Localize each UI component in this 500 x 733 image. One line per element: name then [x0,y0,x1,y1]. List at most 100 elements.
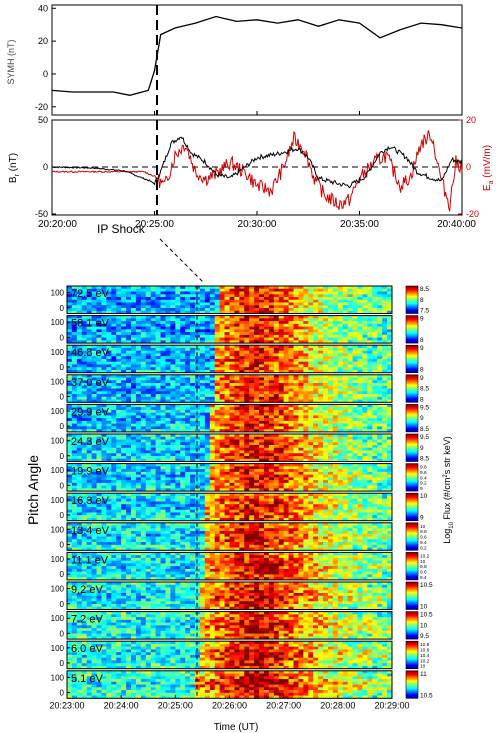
spectrogram-cell [111,383,117,387]
spectrogram-cell [135,377,142,381]
spectrogram-cell [145,361,152,365]
spectrogram-cell [199,294,206,298]
spectrogram-cell [377,404,383,408]
spectrogram-cell [96,495,102,499]
spectrogram-cell [239,466,245,470]
spectrogram-cell [367,350,373,354]
spectrogram-cell [259,409,265,413]
spectrogram-cell [347,388,353,392]
spectrogram-cell [86,407,92,411]
spectrogram-cell [283,356,289,360]
spectrogram-cell [278,447,284,451]
spectrogram-cell [244,288,250,292]
spectrogram-cell [165,453,171,457]
spectrogram-cell [254,391,260,395]
spectrogram-cell [219,308,225,312]
spectrogram-cell [283,358,289,362]
spectrogram-cell [273,407,280,411]
spectrogram-cell [180,347,186,351]
spectrogram-cell [71,350,78,354]
spectrogram-cell [96,288,102,292]
spectrogram-cell [234,471,240,475]
spectrogram-cell [71,450,78,454]
spectrogram-cell [387,302,393,306]
spectrogram-cell [298,318,304,322]
spectrogram-cell [278,305,284,309]
spectrogram-cell [86,409,92,413]
spectrogram-cell [199,466,206,470]
spectrogram-cell [135,477,142,481]
spectrogram-cell [67,396,73,400]
spectrogram-cell [313,305,319,309]
spectrogram-cell [180,426,186,430]
spectrogram-cell [362,321,368,325]
spectrogram-cell [111,308,117,312]
spectrogram-cell [293,458,299,462]
spectrogram-cell [155,383,161,387]
colorbar [405,285,419,314]
spectrogram-cell [342,463,348,467]
spectrogram-cell [204,361,211,365]
spectrogram-cell [81,288,87,292]
spectrogram-cell [229,358,235,362]
spectrogram-cell [214,450,220,454]
spectrogram-cell [254,442,260,446]
spectrogram-cell [239,469,245,473]
spectrogram-cell [323,485,329,489]
spectrogram-cell [362,388,368,392]
spectrogram-cell [155,469,161,473]
spectrogram-cell [150,409,156,413]
spectrogram-cell [293,305,299,309]
spectrogram-cell [367,294,373,298]
spectrogram-cell [199,488,206,492]
spectrogram-cell [150,453,156,457]
spectrogram-cell [67,288,73,292]
spectrogram-cell [155,407,161,411]
spectrogram-cell [259,340,265,344]
spectrogram-cell [249,337,255,341]
spectrogram-cell [278,361,284,365]
spectrogram-cell [283,329,289,333]
spectrogram-cell [382,434,388,438]
spectrogram-cell [91,329,97,333]
spectrogram-cell [224,356,230,360]
spectrogram-cell [199,297,206,301]
spectrogram-cell [273,466,280,470]
spectrogram-cell [209,450,216,454]
spectrogram-cell [140,412,147,416]
spectrogram-cell [165,399,171,403]
spectrogram-cell [259,442,265,446]
spectrogram-cell [357,340,363,344]
spectrogram-cell [86,286,92,290]
spectrogram-cell [342,436,348,440]
spectrogram-cell [116,345,122,349]
spectrogram-cell [91,367,97,371]
spectrogram-cell [116,515,122,519]
spectrogram-cell [357,450,363,454]
spectrogram-cell [160,374,166,378]
spectrogram-cell [342,367,348,371]
spectrogram-cell [180,288,186,292]
spectrogram-cell [278,297,284,301]
spectrogram-cell [323,308,329,312]
colorbar-tick-label: 8 [420,396,424,403]
spectrogram-cell [283,364,289,368]
spectrogram-cell [195,415,201,419]
spectrogram-cell [313,436,319,440]
spectrogram-cell [67,474,73,478]
spectrogram-cell [155,404,161,408]
spectrogram-cell [293,466,299,470]
spectrogram-cell [140,469,147,473]
spectrogram-cell [332,374,339,378]
spectrogram-cell [190,488,196,492]
spectrogram-cell [254,453,260,457]
spectrogram-cell [165,286,171,290]
spectrogram-cell [362,383,368,387]
spectrogram-cell [126,350,132,354]
spectrogram-cell [367,391,373,395]
spectrogram-cell [76,329,83,333]
spectrogram-cell [308,315,314,319]
spectrogram-cell [352,445,358,449]
spectrogram-cell [372,450,378,454]
spectrogram-cell [160,396,166,400]
